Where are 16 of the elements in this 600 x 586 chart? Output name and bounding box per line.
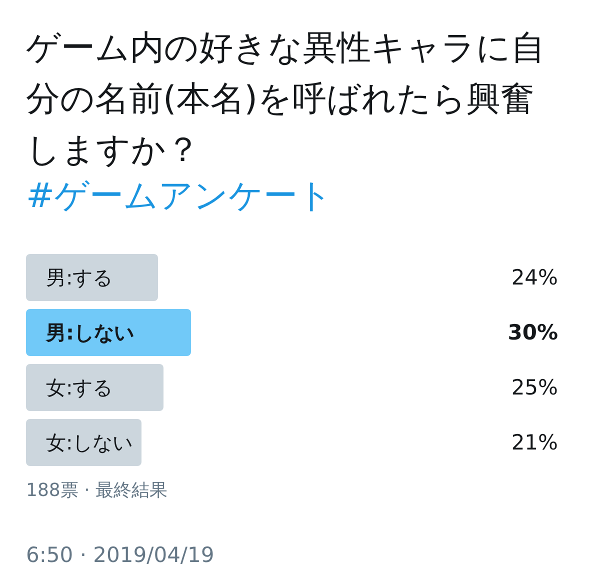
data-label: 30% bbox=[508, 320, 558, 344]
y-tick-label: 男:しない bbox=[45, 320, 134, 344]
bar bbox=[26, 419, 142, 466]
bar bbox=[26, 309, 191, 356]
bar bbox=[26, 254, 158, 301]
bar bbox=[26, 364, 164, 411]
data-label: 24% bbox=[511, 266, 558, 290]
y-tick-label: 女:する bbox=[46, 376, 113, 400]
data-label: 25% bbox=[511, 376, 558, 400]
y-tick-label: 男:する bbox=[46, 266, 113, 290]
y-tick-label: 女:しない bbox=[46, 430, 133, 454]
text: ゲーム内の好きな異性キャラに自分の名前(本名)を呼ばれたら興奮しますか？ bbox=[26, 27, 546, 172]
text: 188票 · 最終結果 bbox=[26, 479, 168, 503]
data-label: 21% bbox=[511, 430, 558, 454]
chart-subtitle: #ゲームアンケート bbox=[26, 175, 334, 218]
text: 6:50 · 2019/04/19 bbox=[26, 542, 214, 568]
